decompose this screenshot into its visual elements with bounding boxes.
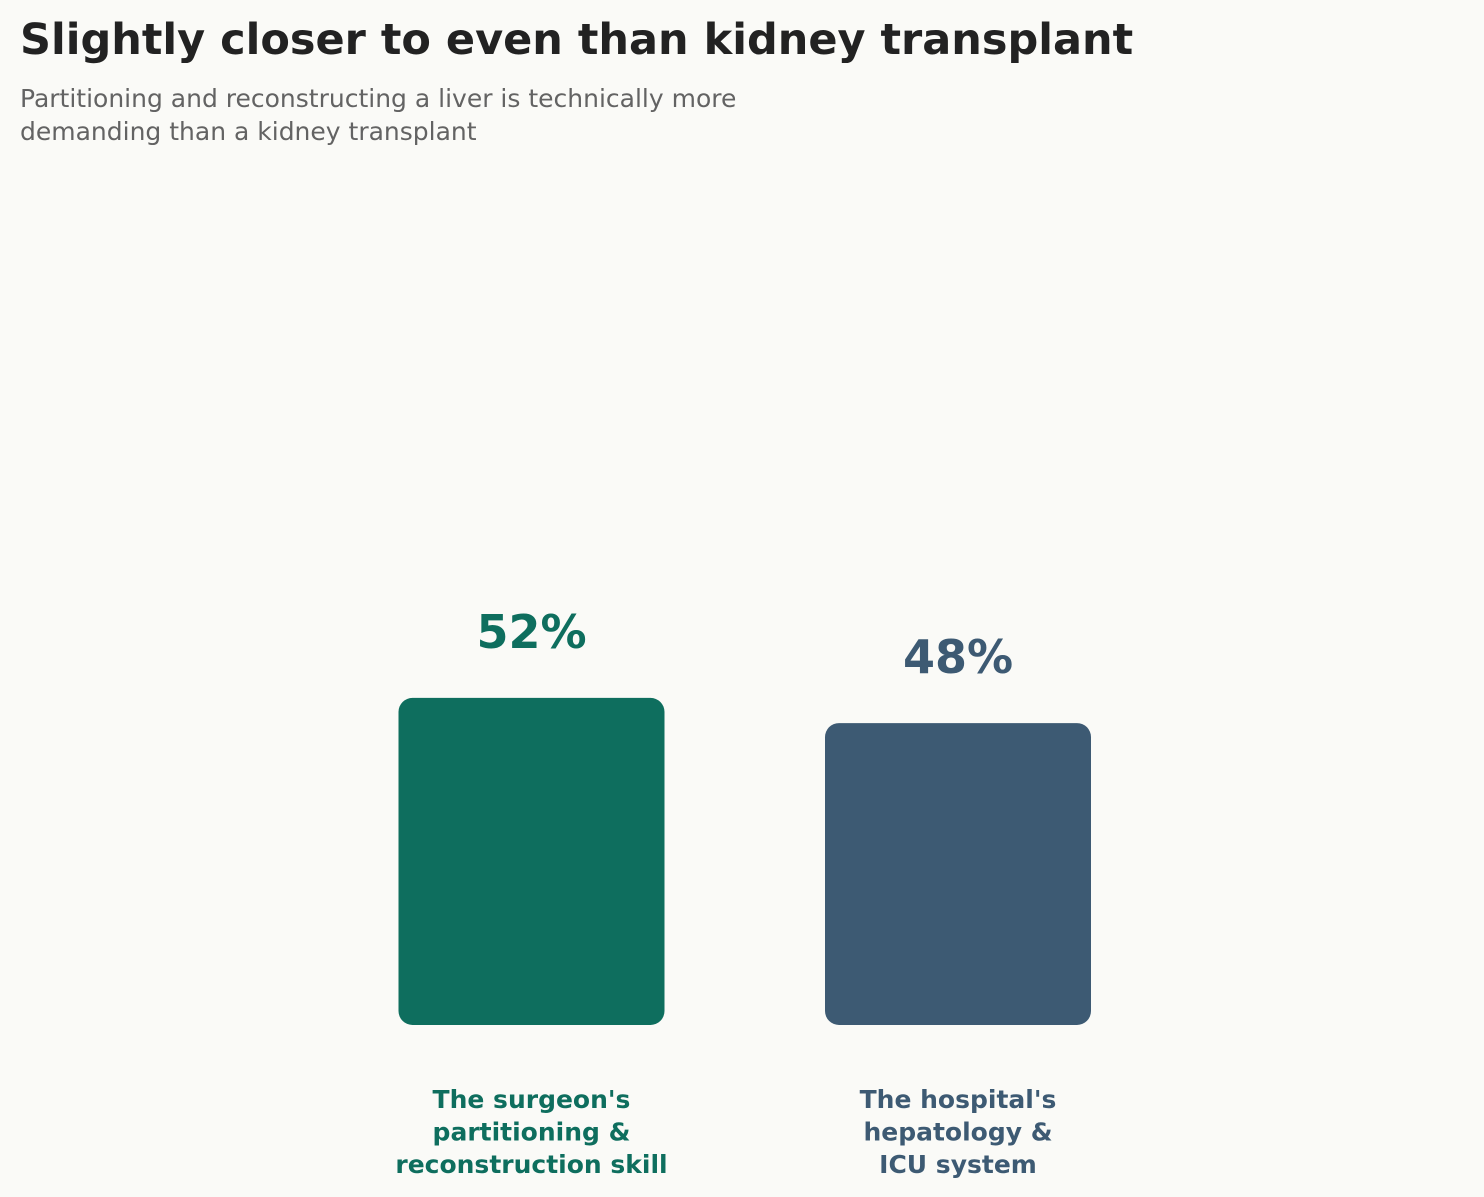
category-label-line: The surgeon's xyxy=(433,1085,631,1114)
category-label-line: reconstruction skill xyxy=(395,1150,667,1179)
value-label-1: 52% xyxy=(476,605,586,659)
category-label-1: The surgeon's partitioning & reconstructio… xyxy=(395,1085,667,1179)
value-label-2: 48% xyxy=(903,630,1013,684)
category-label-line: hepatology & xyxy=(863,1118,1052,1147)
category-label-line: The hospital's xyxy=(860,1085,1057,1114)
category-label-2: The hospital's hepatology & ICU system xyxy=(860,1085,1057,1179)
category-label-line: partitioning & xyxy=(433,1118,631,1147)
category-label-line: ICU system xyxy=(879,1150,1037,1179)
plot-area: 52% The surgeon's partitioning & reconstruc… xyxy=(395,605,1091,1179)
chart-title: Slightly closer to even than kidney tran… xyxy=(20,15,1134,65)
chart-subtitle: Partitioning and reconstructing a liver … xyxy=(20,84,737,146)
bar-1 xyxy=(398,697,665,1025)
bar-2 xyxy=(825,723,1091,1025)
